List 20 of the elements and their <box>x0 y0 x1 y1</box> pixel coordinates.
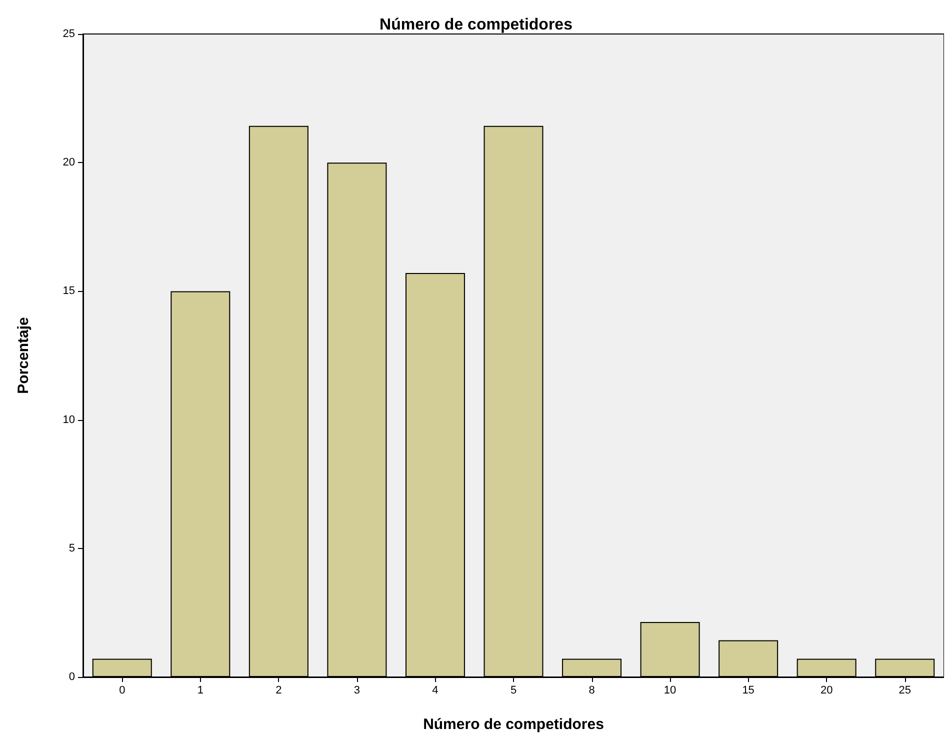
x-tick-label: 5 <box>510 684 517 696</box>
y-tick-label: 20 <box>62 156 75 169</box>
y-tick-label: 15 <box>62 285 75 298</box>
y-tick-label: 0 <box>68 671 75 683</box>
y-tick-label: 25 <box>62 28 75 40</box>
x-tick-label: 1 <box>197 684 204 696</box>
x-tick-label: 10 <box>664 684 676 696</box>
x-tick-label: 8 <box>588 684 595 696</box>
x-tick-label: 3 <box>354 684 360 696</box>
x-tick-label: 0 <box>119 684 126 696</box>
chart-title: Número de competidores <box>380 16 573 34</box>
x-tick-label: 20 <box>820 684 833 696</box>
x-tick-label: 15 <box>742 684 754 696</box>
y-axis-title: Porcentaje <box>15 317 32 394</box>
x-tick-label: 4 <box>432 684 438 696</box>
y-tick-label: 5 <box>68 542 75 554</box>
x-axis-title: Número de competidores <box>423 716 604 733</box>
y-tick-label: 10 <box>62 414 75 426</box>
x-tick-label: 2 <box>276 684 282 696</box>
x-tick-label: 25 <box>898 684 911 696</box>
